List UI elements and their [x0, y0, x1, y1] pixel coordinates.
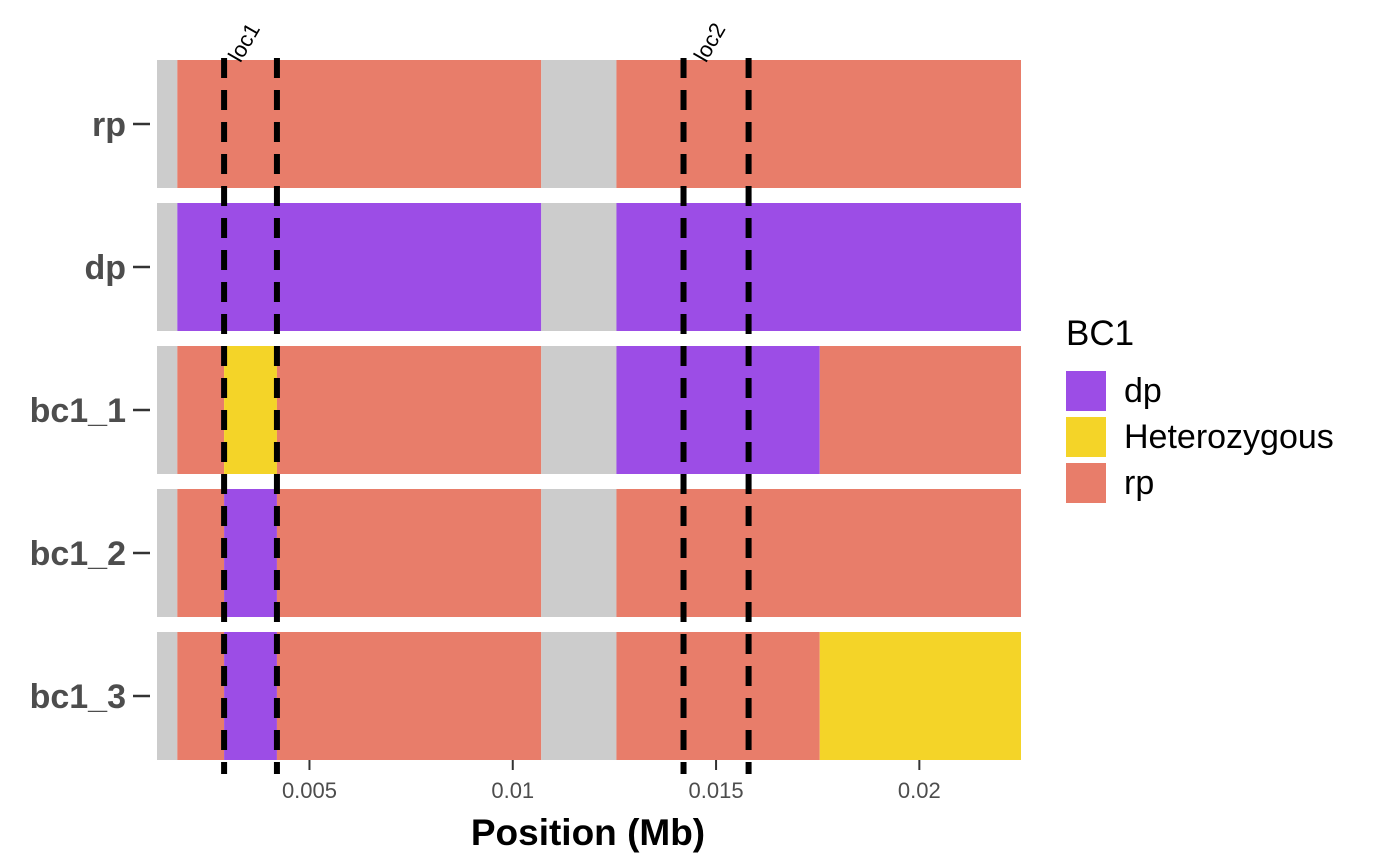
row-dp — [157, 203, 1021, 331]
y-tick-label: bc1_2 — [30, 535, 126, 573]
segment-gap — [157, 489, 178, 617]
y-tick-label: rp — [92, 106, 126, 144]
x-tick-label: 0.02 — [898, 778, 941, 803]
legend-title: BC1 — [1066, 314, 1135, 353]
segment-rp — [177, 346, 225, 474]
legend: BC1 dp Heterozygous rp — [1066, 314, 1334, 506]
marker-label: loc2 — [689, 19, 731, 66]
segment-rp — [177, 632, 225, 760]
segment-dp — [616, 346, 820, 474]
segment-dp — [616, 203, 1021, 331]
segment-gap — [541, 632, 617, 760]
x-tick-label: 0.01 — [491, 778, 534, 803]
x-axis-title: Position (Mb) — [471, 812, 705, 853]
legend-item-het: Heterozygous — [1066, 414, 1334, 460]
legend-swatch — [1066, 463, 1106, 503]
x-axis: 0.005 0.01 0.015 0.02 — [282, 760, 941, 803]
y-tick-label: dp — [84, 249, 126, 287]
legend-label: Heterozygous — [1124, 417, 1334, 456]
x-tick-label: 0.005 — [282, 778, 337, 803]
legend-swatch — [1066, 417, 1106, 457]
legend-label: dp — [1124, 371, 1162, 410]
segment-dp — [224, 489, 277, 617]
segment-gap — [541, 60, 617, 188]
segment-rp — [616, 60, 1021, 188]
segment-het — [819, 632, 1021, 760]
legend-swatch — [1066, 371, 1106, 411]
segment-gap — [157, 203, 178, 331]
segment-gap — [541, 346, 617, 474]
segment-rp — [616, 632, 820, 760]
row-bc1_2 — [157, 489, 1021, 617]
row-bc1_1 — [157, 346, 1021, 474]
genotype-rows — [157, 60, 1021, 760]
y-tick-label: bc1_3 — [30, 678, 126, 716]
segment-gap — [157, 632, 178, 760]
segment-rp — [819, 346, 1021, 474]
segment-gap — [541, 203, 617, 331]
segment-rp — [177, 60, 542, 188]
segment-rp — [276, 632, 542, 760]
segment-dp — [177, 203, 542, 331]
legend-items: dp Heterozygous rp — [1066, 368, 1334, 506]
segment-rp — [276, 346, 542, 474]
legend-item-dp: dp — [1066, 368, 1334, 414]
segment-gap — [541, 489, 617, 617]
segment-rp — [616, 489, 1021, 617]
legend-item-rp: rp — [1066, 460, 1334, 506]
segment-rp — [177, 489, 225, 617]
legend-label: rp — [1124, 463, 1155, 502]
segment-rp — [276, 489, 542, 617]
segment-gap — [157, 60, 178, 188]
row-rp — [157, 60, 1021, 188]
marker-label: loc1 — [223, 19, 265, 66]
y-tick-label: bc1_1 — [30, 392, 126, 430]
x-tick-label: 0.015 — [689, 778, 744, 803]
row-bc1_3 — [157, 632, 1021, 760]
segment-dp — [224, 632, 277, 760]
y-axis: rp dp bc1_1 bc1_2 bc1_3 — [30, 106, 150, 716]
segment-het — [224, 346, 277, 474]
segment-gap — [157, 346, 178, 474]
